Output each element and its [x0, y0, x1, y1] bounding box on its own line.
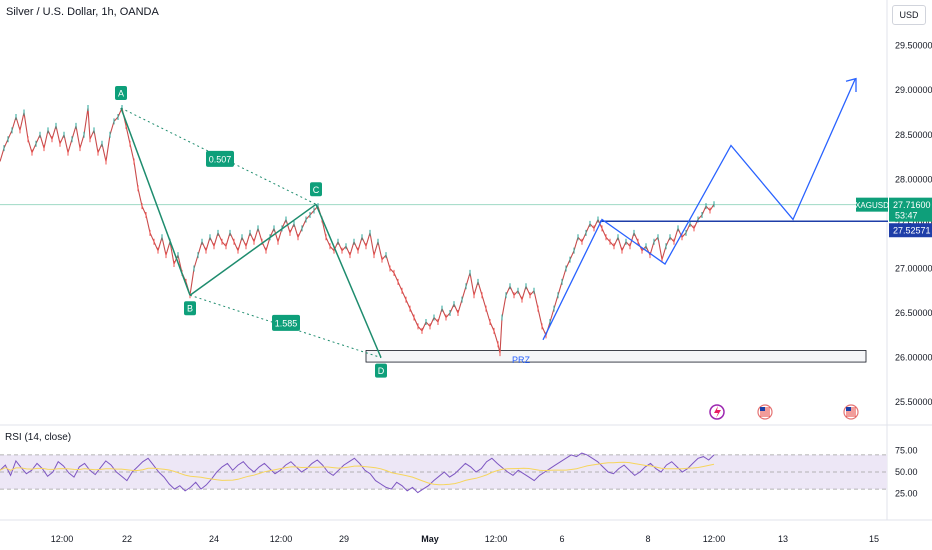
point-label-b: [184, 301, 196, 316]
last-price-tag: [889, 197, 932, 222]
prz-label: PRZ: [512, 355, 531, 365]
rsi-tick-label: 25.00: [895, 488, 918, 498]
price-series-line: [0, 107, 715, 354]
ratio-badge-text: 1.585: [275, 318, 298, 328]
last-price-text: 27.71600: [893, 200, 931, 210]
time-tick-label: 12:00: [51, 534, 74, 544]
point-label-text: A: [118, 89, 124, 99]
time-tick-label: 24: [209, 534, 219, 544]
time-tick-label: 12:00: [703, 534, 726, 544]
ratio-badge: [272, 314, 300, 331]
rsi-line: [0, 452, 715, 494]
pattern-leg-BC: [189, 203, 317, 296]
price-tick-label: 25.50000: [895, 397, 932, 407]
time-tick-label: 12:00: [270, 534, 293, 544]
ratio-badge: [206, 150, 234, 167]
time-tick-label: 6: [559, 534, 564, 544]
prz-box: [365, 350, 867, 363]
point-label-a: [115, 86, 127, 101]
time-tick-label: 15: [869, 534, 879, 544]
point-label-text: C: [313, 185, 320, 195]
point-label-text: B: [187, 304, 193, 314]
countdown-text: 53:47: [895, 211, 918, 221]
price-tick-label: 26.50000: [895, 308, 932, 318]
time-tick-label: May: [421, 534, 439, 544]
time-tick-label: 22: [122, 534, 132, 544]
projection-path: [542, 79, 856, 341]
time-tick-label: 13: [778, 534, 788, 544]
time-tick-label: 12:00: [485, 534, 508, 544]
point-label-text: D: [378, 366, 385, 376]
price-tick-label: 27.00000: [895, 263, 932, 273]
chart-title: Silver / U.S. Dollar, 1h, OANDA: [6, 6, 159, 18]
pattern-leg-CD: [315, 204, 382, 358]
price-tick-label: 28.00000: [895, 174, 932, 184]
projection-arrow-icon: [845, 77, 857, 92]
rsi-label: RSI (14, close): [5, 432, 72, 443]
currency-selector[interactable]: USD: [892, 5, 926, 25]
price-tick-label: 28.50000: [895, 130, 932, 140]
price-tick-label: 26.00000: [895, 353, 932, 363]
flag-canton: [760, 407, 765, 411]
level-tag-text: 27.52571: [893, 226, 931, 236]
point-label-c: [310, 182, 322, 197]
rsi-tick-label: 75.00: [895, 446, 918, 456]
lightning-bolt-icon: [714, 406, 721, 418]
point-label-d: [375, 363, 387, 378]
ratio-badge-text: 0.507: [209, 154, 232, 164]
symbol-tag-text: XAGUSD: [855, 201, 889, 210]
level-tag: [889, 223, 932, 238]
symbol-tag: [856, 197, 888, 212]
price-tick-label: 29.00000: [895, 85, 932, 95]
flag-canton: [846, 407, 851, 411]
price-tick-label: 29.50000: [895, 41, 932, 51]
time-tick-label: 29: [339, 534, 349, 544]
rsi-tick-label: 50.00: [895, 467, 918, 477]
pattern-ratio-line-AC: [120, 107, 317, 205]
time-tick-label: 8: [645, 534, 650, 544]
pattern-leg-AB: [120, 107, 191, 296]
rsi-ma-line: [0, 461, 715, 486]
